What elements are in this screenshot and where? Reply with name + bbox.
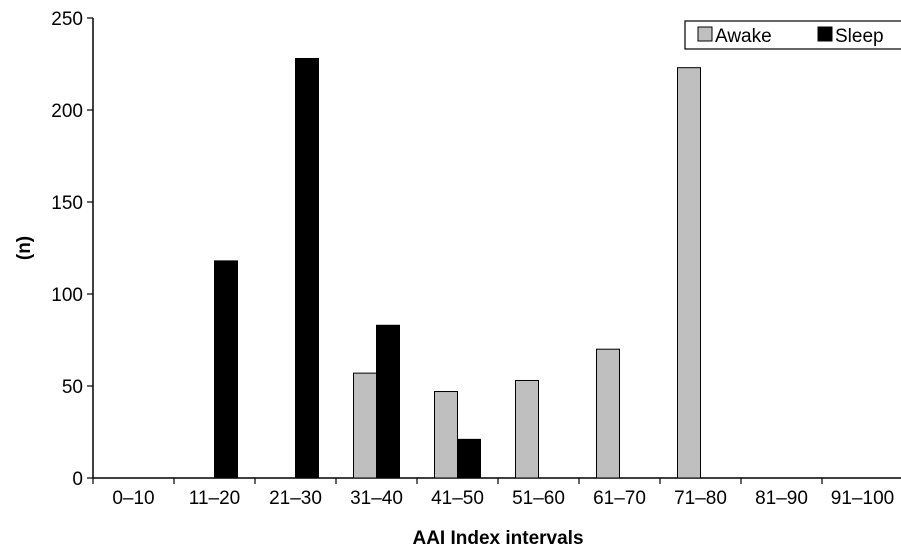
x-tick-label: 51–60 xyxy=(512,488,565,509)
legend-swatch-sleep xyxy=(817,26,833,42)
x-axis-title: AAI Index intervals xyxy=(412,528,583,549)
bar-awake-4 xyxy=(353,372,377,479)
bar-awake-5 xyxy=(434,391,458,479)
y-tick-label: 0 xyxy=(72,469,83,490)
bar-sleep-2 xyxy=(214,260,238,479)
bar-awake-6 xyxy=(515,379,539,479)
legend: Awake Sleep xyxy=(684,20,901,50)
legend-swatch-awake xyxy=(697,26,713,42)
y-tick-label: 50 xyxy=(62,377,83,398)
y-tick-label: 100 xyxy=(51,285,83,306)
x-tick-label: 61–70 xyxy=(593,488,646,509)
bar-sleep-4 xyxy=(376,324,400,479)
y-axis: 0 50 100 150 200 250 xyxy=(51,9,94,490)
y-axis-title: (n) xyxy=(14,236,35,260)
y-tick-label: 150 xyxy=(51,193,83,214)
bar-awake-8 xyxy=(677,67,701,479)
bar-sleep-3 xyxy=(295,57,319,479)
x-tick-label: 41–50 xyxy=(431,488,484,509)
x-tick-label: 11–20 xyxy=(189,488,240,509)
x-tick-label: 91–100 xyxy=(831,488,894,509)
x-axis: 0–10 11–20 21–30 31–40 41–50 51–60 61–70 71–80 8… xyxy=(92,477,901,509)
x-tick-label: 81–90 xyxy=(755,488,808,509)
bar-sleep-5 xyxy=(457,438,481,479)
y-tick-label: 250 xyxy=(51,9,83,30)
legend-label-sleep: Sleep xyxy=(835,26,884,47)
x-tick-label: 31–40 xyxy=(350,488,403,509)
x-tick-label: 21–30 xyxy=(269,488,322,509)
y-tick-label: 200 xyxy=(51,101,83,122)
x-tick-label: 71–80 xyxy=(674,488,727,509)
bar-awake-7 xyxy=(596,348,620,479)
bars xyxy=(214,57,701,479)
legend-label-awake: Awake xyxy=(715,26,772,47)
legend-box xyxy=(684,20,901,50)
x-tick-label: 0–10 xyxy=(112,488,154,509)
